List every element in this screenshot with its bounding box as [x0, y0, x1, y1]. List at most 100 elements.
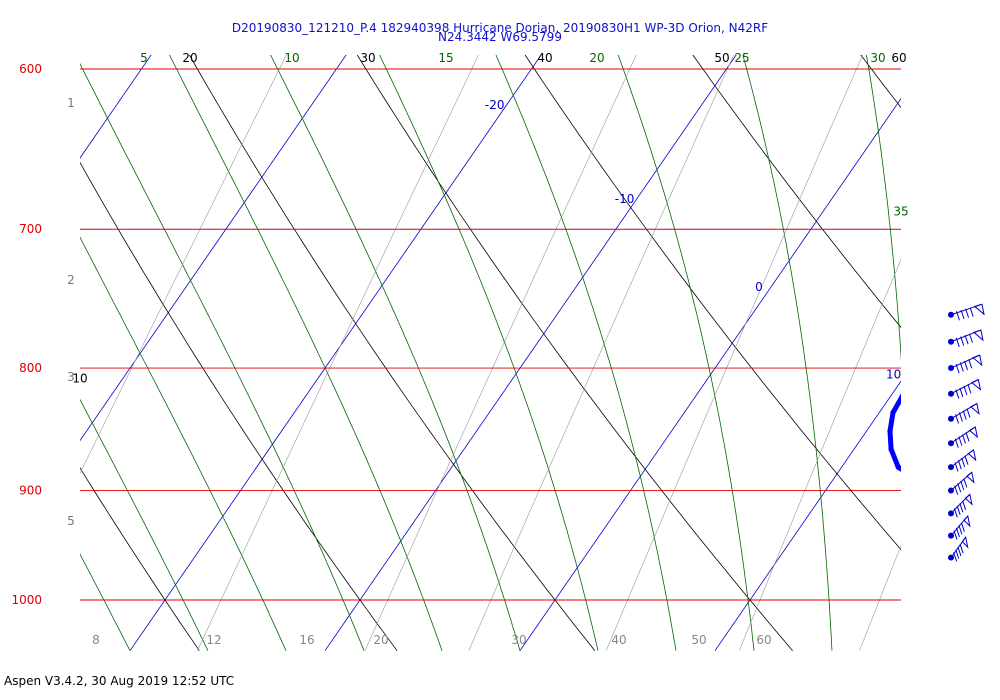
- dry-adiabat-line: [188, 55, 596, 651]
- isotherm-line: [80, 55, 152, 159]
- moist-adiabat-line: [169, 55, 443, 651]
- dry-adiabat-line: [80, 161, 398, 651]
- dry-adiabat-label: 10: [72, 371, 87, 385]
- pressure-label: 800: [19, 361, 42, 375]
- mixing-ratio-line: [364, 55, 637, 651]
- moist-adiabat-line: [270, 55, 521, 651]
- dewpoint-profile-point: [982, 568, 987, 573]
- dewpoint-profile-point: [902, 362, 907, 367]
- temperature-profile-point: [940, 435, 945, 440]
- moist-adiabat-line: [742, 55, 833, 651]
- dewpoint-profile-point: [989, 553, 994, 558]
- dry-adiabat-label: 30: [360, 51, 375, 65]
- mixing-ratio-line: [739, 258, 901, 651]
- wind-barb: [948, 378, 982, 399]
- temperature-profile-point: [951, 453, 956, 458]
- dry-adiabat-label: 50: [714, 51, 729, 65]
- mixing-ratio-label: 12: [206, 633, 221, 647]
- isotherm-label: -10: [615, 192, 635, 206]
- wind-barb: [948, 329, 984, 348]
- moist-adiabat-line: [617, 55, 755, 651]
- pressure-label: 1000: [11, 593, 42, 607]
- mixing-ratio-label: 8: [92, 633, 100, 647]
- wind-barb: [948, 536, 969, 562]
- temperature-profile: [917, 331, 1000, 584]
- height-label: 3: [67, 370, 75, 384]
- dry-adiabat-line: [983, 0, 1000, 651]
- dry-adiabat-label: 20: [182, 51, 197, 65]
- moist-adiabat-label: 30: [870, 51, 885, 65]
- wind-barb: [948, 471, 975, 495]
- mixing-ratio-line: [605, 55, 863, 651]
- dry-adiabat-line: [692, 55, 901, 329]
- mixing-ratio-line: [80, 55, 287, 475]
- isotherm-line: [519, 97, 901, 651]
- temperature-profile-point: [924, 369, 929, 374]
- dewpoint-profile-point: [917, 479, 922, 484]
- moist-adiabat-label: 35: [893, 204, 908, 218]
- pressure-label: 700: [19, 222, 42, 236]
- footer-text: Aspen V3.4.2, 30 Aug 2019 12:52 UTC: [4, 674, 235, 688]
- isotherm-label: 10: [886, 368, 901, 382]
- dry-adiabat-line: [356, 55, 793, 651]
- dewpoint-profile-point: [973, 513, 978, 518]
- temperature-profile-point: [974, 342, 979, 347]
- isotherm-line: [714, 380, 901, 651]
- height-label: 1: [67, 96, 75, 110]
- moist-adiabat-line: [495, 55, 677, 651]
- moist-adiabat-label: 15: [438, 51, 453, 65]
- dewpoint-profile: [887, 393, 901, 472]
- isotherm-label: 0: [755, 280, 763, 294]
- dewpoint-profile-point: [907, 381, 912, 386]
- mixing-ratio-label: 30: [511, 633, 526, 647]
- temperature-profile-point: [996, 511, 1000, 516]
- wind-barb: [948, 402, 980, 424]
- chart-title-line1: D20190830_121210_P.4 182940398 Hurricane…: [231, 21, 769, 35]
- isotherm-line: [910, 0, 1000, 651]
- chart-title-line2: N24.3442 W69.5799: [438, 30, 562, 44]
- dry-adiabat-label: 40: [537, 51, 552, 65]
- dewpoint-profile-point: [895, 464, 901, 470]
- height-label: 2: [67, 273, 75, 287]
- temperature-profile-point: [985, 494, 990, 499]
- wind-barb: [948, 303, 985, 321]
- dewpoint-profile-point: [890, 409, 896, 416]
- dewpoint-profile-point: [899, 393, 901, 399]
- dewpoint-profile-point: [990, 582, 995, 587]
- moist-adiabat-line: [865, 55, 901, 362]
- moist-adiabat-line: [80, 236, 287, 651]
- moist-adiabat-label: 5: [140, 51, 148, 65]
- dewpoint-profile-point: [985, 533, 990, 538]
- dry-adiabat-line: [0, 0, 2, 651]
- dry-adiabat-label: 60: [891, 51, 906, 65]
- wind-barb: [948, 449, 977, 472]
- moist-adiabat-line: [379, 55, 599, 651]
- mixing-ratio-label: 20: [373, 633, 388, 647]
- moist-adiabat-line: [980, 0, 996, 651]
- mixing-ratio-line: [948, 0, 1000, 651]
- isotherm-line: [324, 55, 737, 651]
- height-label: 5: [67, 514, 75, 528]
- isotherm-line: [129, 55, 542, 651]
- dewpoint-profile-point: [888, 446, 894, 452]
- mixing-ratio-line: [468, 55, 735, 651]
- dewpoint-profile-point: [887, 428, 893, 434]
- mixing-ratio-line: [197, 55, 479, 651]
- temperature-profile-point: [914, 378, 919, 383]
- pressure-label: 600: [19, 62, 42, 76]
- mixing-ratio-label: 40: [611, 633, 626, 647]
- mixing-ratio-label: 60: [756, 633, 771, 647]
- moist-adiabat-label: 10: [284, 51, 299, 65]
- dewpoint-profile-point: [952, 494, 957, 499]
- wind-barb: [948, 354, 983, 374]
- wind-barb: [948, 514, 971, 540]
- moist-adiabat-line: [80, 398, 209, 651]
- mixing-ratio-label: 16: [299, 633, 314, 647]
- dry-adiabat-line: [524, 55, 901, 551]
- dry-adiabat-line: [860, 55, 901, 109]
- mixing-ratio-line: [859, 544, 901, 651]
- moist-adiabat-line: [80, 553, 131, 651]
- temperature-profile-point: [931, 416, 936, 421]
- moist-adiabat-label: 25: [734, 51, 749, 65]
